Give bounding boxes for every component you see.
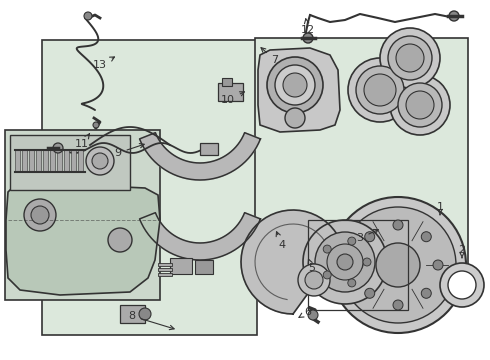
Bar: [10, 135, 130, 190]
Circle shape: [380, 28, 440, 88]
Bar: [43, 150, 48, 172]
Polygon shape: [6, 182, 160, 295]
Bar: [42, 40, 257, 335]
Bar: [170, 258, 192, 274]
Circle shape: [390, 75, 450, 135]
Circle shape: [356, 66, 404, 114]
Circle shape: [84, 12, 92, 20]
Circle shape: [308, 310, 318, 320]
Bar: [218, 83, 243, 101]
Polygon shape: [140, 213, 261, 260]
Circle shape: [388, 36, 432, 80]
Circle shape: [108, 228, 132, 252]
Circle shape: [348, 237, 356, 245]
Circle shape: [398, 83, 442, 127]
Bar: [120, 305, 145, 323]
Circle shape: [348, 279, 356, 287]
Circle shape: [285, 108, 305, 128]
Polygon shape: [241, 210, 343, 314]
Circle shape: [283, 73, 307, 97]
Bar: [29, 150, 34, 172]
Circle shape: [433, 260, 443, 270]
Circle shape: [440, 263, 484, 307]
Circle shape: [348, 58, 412, 122]
Circle shape: [330, 197, 466, 333]
Circle shape: [303, 220, 387, 304]
Circle shape: [92, 153, 108, 169]
Bar: [78, 150, 83, 172]
Bar: [195, 260, 213, 274]
Circle shape: [86, 147, 114, 175]
Bar: [200, 143, 218, 155]
Circle shape: [363, 258, 371, 266]
Circle shape: [267, 57, 323, 113]
Text: 4: 4: [276, 232, 286, 250]
Polygon shape: [140, 133, 261, 180]
Text: 8: 8: [128, 311, 174, 330]
Text: 7: 7: [261, 48, 278, 65]
Circle shape: [303, 33, 313, 43]
Text: 12: 12: [301, 19, 315, 35]
Circle shape: [340, 207, 456, 323]
Circle shape: [31, 206, 49, 224]
Bar: [71, 150, 76, 172]
Bar: [158, 263, 172, 266]
Circle shape: [327, 244, 363, 280]
Bar: [5, 130, 160, 300]
Circle shape: [323, 271, 331, 279]
Circle shape: [93, 122, 99, 128]
Bar: [36, 150, 41, 172]
Text: 5: 5: [308, 259, 316, 273]
Circle shape: [275, 65, 315, 105]
Circle shape: [421, 288, 431, 298]
Circle shape: [449, 11, 459, 21]
Bar: [308, 220, 408, 310]
Circle shape: [396, 44, 424, 72]
Bar: [15, 150, 20, 172]
Circle shape: [393, 220, 403, 230]
Text: 13: 13: [93, 57, 115, 70]
Polygon shape: [258, 48, 340, 132]
Text: 6: 6: [299, 307, 312, 318]
Circle shape: [376, 243, 420, 287]
Circle shape: [24, 199, 56, 231]
Bar: [222, 78, 232, 86]
Circle shape: [298, 264, 330, 296]
Text: 11: 11: [75, 134, 90, 149]
Text: 3: 3: [357, 229, 378, 243]
Circle shape: [421, 232, 431, 242]
Text: 9: 9: [115, 144, 144, 158]
Circle shape: [337, 254, 353, 270]
Text: 10: 10: [221, 92, 245, 105]
Bar: [22, 150, 27, 172]
Bar: [158, 268, 172, 271]
Bar: [158, 273, 172, 276]
Circle shape: [323, 245, 331, 253]
Circle shape: [353, 260, 363, 270]
Bar: [57, 150, 62, 172]
Bar: [64, 150, 69, 172]
Circle shape: [406, 91, 434, 119]
Circle shape: [448, 271, 476, 299]
Circle shape: [139, 308, 151, 320]
Circle shape: [53, 143, 63, 153]
Text: 2: 2: [459, 245, 466, 258]
Circle shape: [315, 232, 375, 292]
Circle shape: [365, 232, 375, 242]
Circle shape: [305, 271, 323, 289]
Circle shape: [364, 74, 396, 106]
Bar: [50, 150, 55, 172]
Circle shape: [365, 288, 375, 298]
Circle shape: [393, 300, 403, 310]
Polygon shape: [255, 38, 468, 285]
Text: 1: 1: [437, 202, 443, 215]
